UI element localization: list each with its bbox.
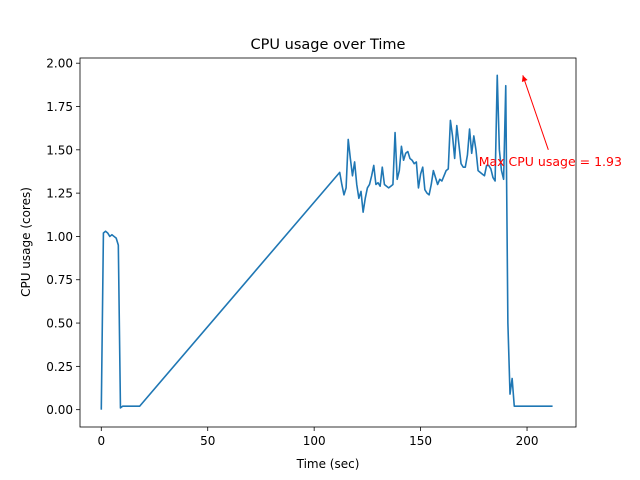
x-tick-label: 200	[516, 434, 539, 448]
x-tick-label: 0	[97, 434, 105, 448]
chart-title: CPU usage over Time	[251, 37, 406, 53]
annotation-label: Max CPU usage = 1.93	[479, 154, 622, 169]
annotation-arrow	[522, 75, 549, 150]
x-tick-label: 50	[200, 434, 215, 448]
x-tick-label: 100	[303, 434, 326, 448]
y-tick-label: 0.00	[46, 403, 73, 417]
y-tick-label: 2.00	[46, 57, 73, 71]
series-line	[100, 74, 553, 410]
plot-area	[100, 74, 553, 410]
y-tick-label: 0.25	[46, 360, 73, 374]
annotation-arrowhead	[521, 75, 528, 82]
x-axis-label: Time (sec)	[296, 457, 360, 471]
y-tick-label: 0.75	[46, 273, 73, 287]
x-axis: 0 50 100 150 200	[97, 427, 538, 448]
y-tick-label: 1.50	[46, 143, 73, 157]
y-tick-label: 1.00	[46, 230, 73, 244]
y-tick-label: 1.25	[46, 187, 73, 201]
y-tick-label: 0.50	[46, 317, 73, 331]
y-axis-label: CPU usage (cores)	[19, 187, 33, 297]
y-axis: 0.00 0.25 0.50 0.75 1.00 1.25 1.50 1.75 2.00	[46, 57, 80, 417]
annotations: Max CPU usage = 1.93	[479, 75, 622, 169]
x-tick-label: 150	[409, 434, 432, 448]
y-tick-label: 1.75	[46, 100, 73, 114]
plot-frame	[79, 57, 577, 428]
